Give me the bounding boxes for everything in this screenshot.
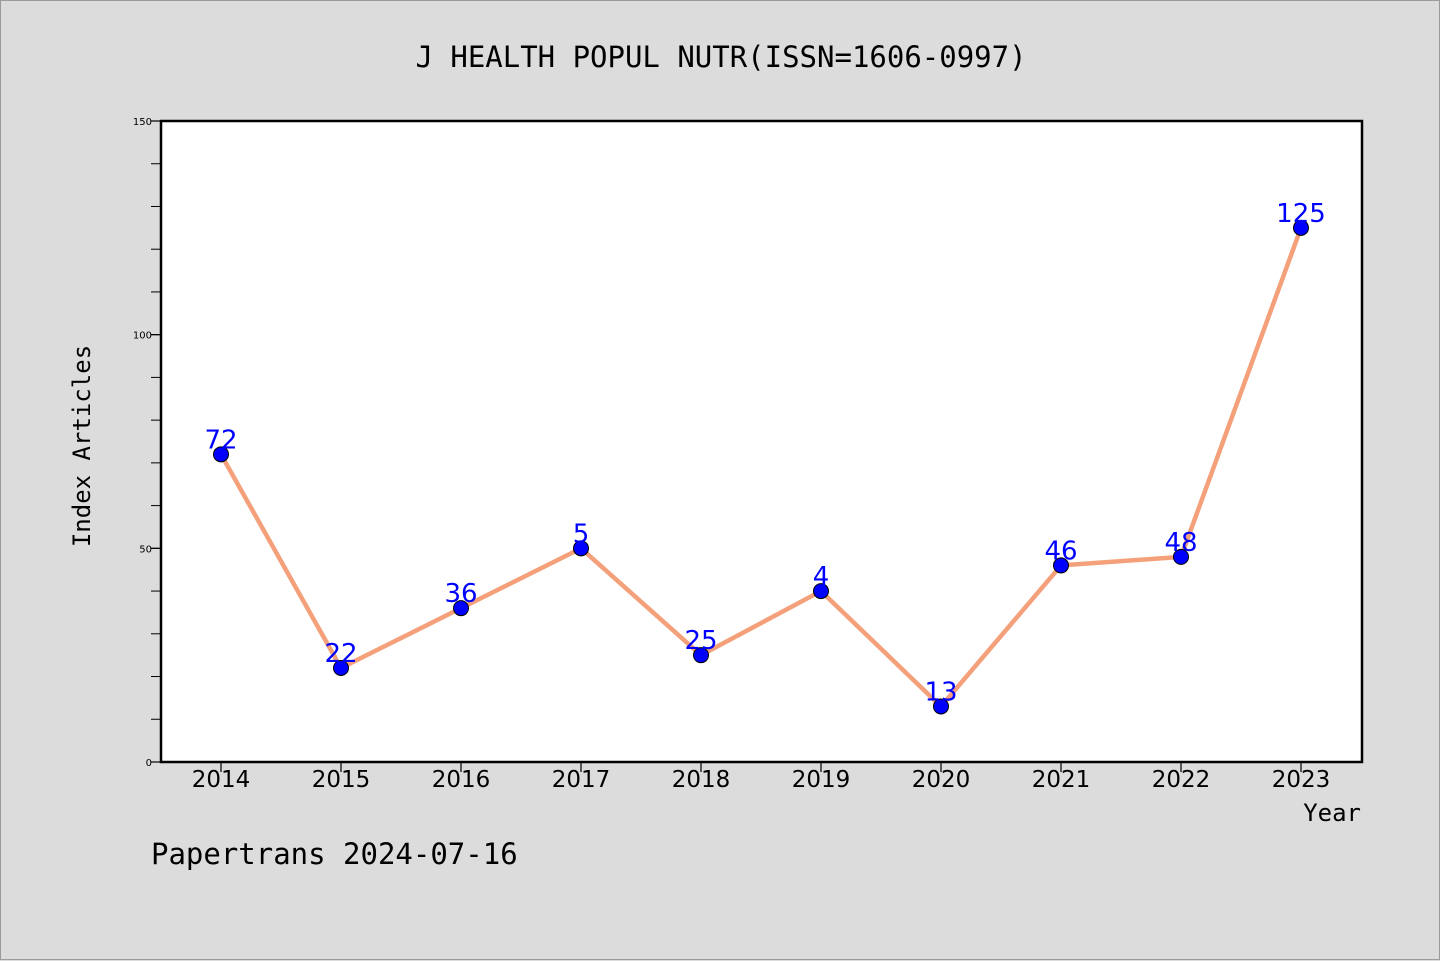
data-label: 5 (573, 519, 590, 549)
y-axis: 0 50 100 150 (133, 117, 161, 769)
plot-area (159, 119, 1364, 764)
data-point (933, 698, 949, 715)
data-point (693, 647, 709, 664)
x-tick-label: 2023 (1272, 767, 1331, 793)
x-tick-label: 2015 (312, 767, 371, 793)
data-point (453, 600, 469, 617)
y-tick-label: 0 (146, 758, 152, 769)
series-path (218, 225, 1304, 709)
chart-title: J HEALTH POPUL NUTR(ISSN=1606-0997) (415, 40, 1026, 74)
series-markers (213, 219, 1309, 715)
data-labels: 72 22 36 5 25 4 13 46 48 125 (204, 199, 1325, 708)
data-label: 25 (684, 626, 717, 656)
data-label: 72 (204, 425, 237, 455)
data-label: 22 (324, 639, 357, 669)
x-axis: 2014 2015 2016 2017 2018 2019 2020 2021 2022 2023 (192, 762, 1331, 793)
x-tick-label: 2021 (1032, 767, 1091, 793)
data-point (1293, 219, 1309, 236)
data-point (1173, 548, 1189, 565)
data-point (333, 659, 349, 676)
data-label: 125 (1276, 199, 1326, 229)
data-point (1053, 557, 1069, 574)
data-label: 36 (444, 579, 477, 609)
x-tick-label: 2018 (672, 767, 731, 793)
x-tick-label: 2020 (912, 767, 971, 793)
x-tick-label: 2022 (1152, 767, 1211, 793)
y-tick-label: 150 (133, 117, 152, 128)
data-point (213, 446, 229, 463)
footer-credit: Papertrans 2024-07-16 (151, 837, 518, 871)
x-tick-label: 2014 (192, 767, 251, 793)
x-tick-label: 2017 (552, 767, 611, 793)
x-tick-label: 2016 (432, 767, 491, 793)
y-tick-label: 100 (133, 331, 152, 342)
series-line (218, 225, 1304, 709)
data-point (813, 583, 829, 600)
data-label: 4 (813, 562, 830, 592)
x-axis-label: Year (1303, 799, 1361, 827)
data-label: 13 (924, 677, 957, 707)
data-label: 46 (1044, 536, 1077, 566)
y-axis-label: Index Articles (68, 345, 96, 547)
data-point (573, 540, 589, 557)
x-tick-label: 2019 (792, 767, 851, 793)
data-label: 48 (1164, 528, 1197, 558)
y-tick-label: 50 (139, 544, 152, 555)
